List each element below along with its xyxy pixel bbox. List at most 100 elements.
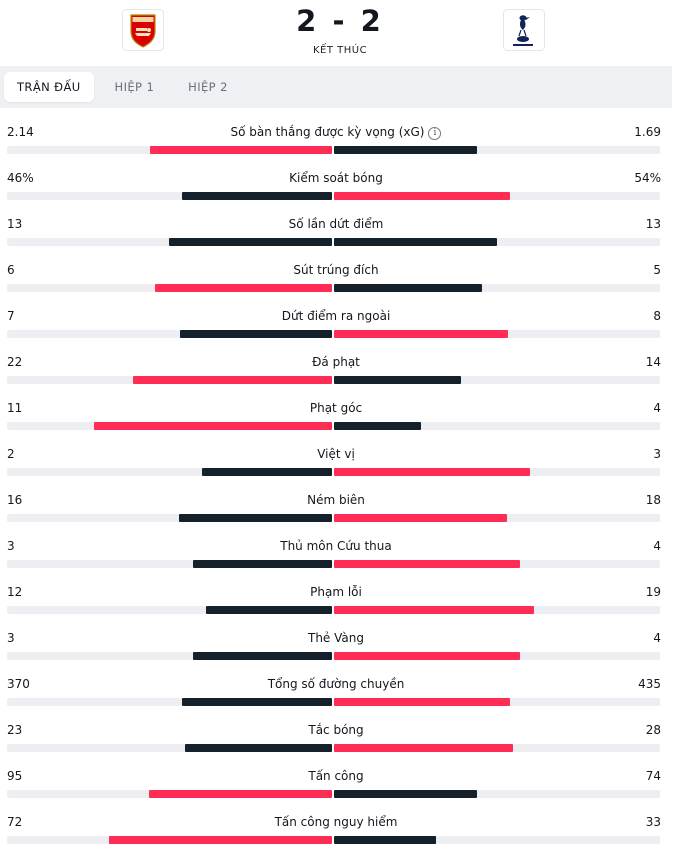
- home-bar: [182, 698, 332, 706]
- stat-label: Tắc bóng: [0, 723, 672, 737]
- stat-row: 11 Phạt góc 4: [0, 384, 680, 430]
- tab-match[interactable]: TRẬN ĐẤU: [4, 72, 94, 102]
- home-score: 2: [296, 4, 320, 38]
- home-bar: [193, 560, 332, 568]
- tottenham-crest-icon[interactable]: [503, 9, 545, 55]
- away-bar: [334, 468, 530, 476]
- stat-label-text: Số bàn thắng được kỳ vọng (xG): [230, 125, 425, 139]
- stat-label-text: Đá phạt: [312, 355, 360, 369]
- away-bar-track: [334, 284, 660, 292]
- arsenal-crest-icon[interactable]: [122, 9, 164, 55]
- stat-label: Dứt điểm ra ngoài: [0, 309, 672, 323]
- home-stat-value: 2.14: [7, 125, 34, 139]
- away-stat-value: 435: [638, 677, 661, 691]
- away-stat-value: 18: [645, 493, 661, 507]
- home-bar-track: [7, 422, 332, 430]
- home-bar-track: [7, 652, 332, 660]
- stat-label: Tổng số đường chuyền: [0, 677, 672, 691]
- home-stat-value: 22: [7, 355, 23, 369]
- away-stat-value: 13: [645, 217, 661, 231]
- stat-label-text: Kiểm soát bóng: [289, 171, 383, 185]
- stat-label: Ném biên: [0, 493, 672, 507]
- away-bar: [334, 238, 497, 246]
- home-bar-track: [7, 238, 332, 246]
- stat-label: Đá phạt: [0, 355, 672, 369]
- home-stat-value: 2: [7, 447, 15, 461]
- stat-label-text: Thẻ Vàng: [308, 631, 364, 645]
- away-bar-track: [334, 146, 660, 154]
- away-stat-value: 19: [645, 585, 661, 599]
- home-bar: [149, 790, 332, 798]
- stat-label: Tấn công nguy hiểm: [0, 815, 672, 829]
- home-bar: [155, 284, 332, 292]
- home-bar: [206, 606, 332, 614]
- home-stat-value: 46%: [7, 171, 34, 185]
- tab-first-half[interactable]: HIỆP 1: [114, 80, 155, 94]
- away-stat-value: 33: [645, 815, 661, 829]
- away-bar: [334, 284, 482, 292]
- stat-row: 16 Ném biên 18: [0, 476, 680, 522]
- away-stat-value: 28: [645, 723, 661, 737]
- away-bar: [334, 790, 477, 798]
- home-bar-track: [7, 284, 332, 292]
- match-header: 2 - 2 KẾT THÚC: [0, 0, 680, 66]
- stat-row: 6 Sút trúng đích 5: [0, 246, 680, 292]
- home-bar: [150, 146, 332, 154]
- home-bar: [179, 514, 332, 522]
- tab-second-half[interactable]: HIỆP 2: [188, 80, 228, 94]
- away-bar-track: [334, 238, 660, 246]
- stat-label-text: Số lần dứt điểm: [288, 217, 384, 231]
- home-stat-value: 23: [7, 723, 23, 737]
- away-stat-value: 8: [653, 309, 661, 323]
- home-bar: [193, 652, 332, 660]
- stat-label-text: Tấn công: [308, 769, 364, 783]
- period-tabs: TRẬN ĐẤU HIỆP 1 HIỆP 2: [0, 66, 672, 108]
- stat-row: 2 Việt vị 3: [0, 430, 680, 476]
- home-bar-track: [7, 192, 332, 200]
- stat-row: 72 Tấn công nguy hiểm 33: [0, 798, 680, 844]
- stats-list: 2.14 Số bàn thắng được kỳ vọng (xG) i 1.69 4…: [0, 108, 680, 844]
- stat-label: Thủ môn Cứu thua: [0, 539, 672, 553]
- stat-row: 7 Dứt điểm ra ngoài 8: [0, 292, 680, 338]
- away-bar: [334, 422, 421, 430]
- home-bar-track: [7, 560, 332, 568]
- away-bar: [334, 514, 507, 522]
- home-bar: [94, 422, 332, 430]
- home-bar: [109, 836, 332, 844]
- away-stat-value: 14: [645, 355, 661, 369]
- away-bar: [334, 698, 510, 706]
- away-bar: [334, 744, 513, 752]
- away-bar: [334, 376, 461, 384]
- home-stat-value: 3: [7, 539, 15, 553]
- home-bar-track: [7, 146, 332, 154]
- away-bar-track: [334, 330, 660, 338]
- away-stat-value: 4: [653, 631, 661, 645]
- stat-label: Thẻ Vàng: [0, 631, 672, 645]
- home-bar-track: [7, 606, 332, 614]
- away-bar-track: [334, 468, 660, 476]
- away-bar: [334, 606, 534, 614]
- stat-label-text: Việt vị: [317, 447, 355, 461]
- home-bar-track: [7, 330, 332, 338]
- stat-row: 95 Tấn công 74: [0, 752, 680, 798]
- away-bar: [334, 192, 510, 200]
- stat-row: 3 Thẻ Vàng 4: [0, 614, 680, 660]
- away-stat-value: 74: [645, 769, 661, 783]
- away-bar-track: [334, 606, 660, 614]
- home-bar: [182, 192, 332, 200]
- stat-row: 3 Thủ môn Cứu thua 4: [0, 522, 680, 568]
- home-stat-value: 16: [7, 493, 23, 507]
- home-bar-track: [7, 790, 332, 798]
- stat-label: Việt vị: [0, 447, 672, 461]
- stat-label: Phạm lỗi: [0, 585, 672, 599]
- away-bar-track: [334, 376, 660, 384]
- away-stat-value: 54%: [634, 171, 661, 185]
- stat-label: Tấn công: [0, 769, 672, 783]
- info-icon[interactable]: i: [428, 127, 442, 140]
- stat-label-text: Tổng số đường chuyền: [267, 677, 405, 691]
- stat-row: 2.14 Số bàn thắng được kỳ vọng (xG) i 1.69: [0, 108, 680, 154]
- home-bar: [180, 330, 332, 338]
- stat-label: Kiểm soát bóng: [0, 171, 672, 185]
- away-bar-track: [334, 514, 660, 522]
- stat-label-text: Tấn công nguy hiểm: [274, 815, 398, 829]
